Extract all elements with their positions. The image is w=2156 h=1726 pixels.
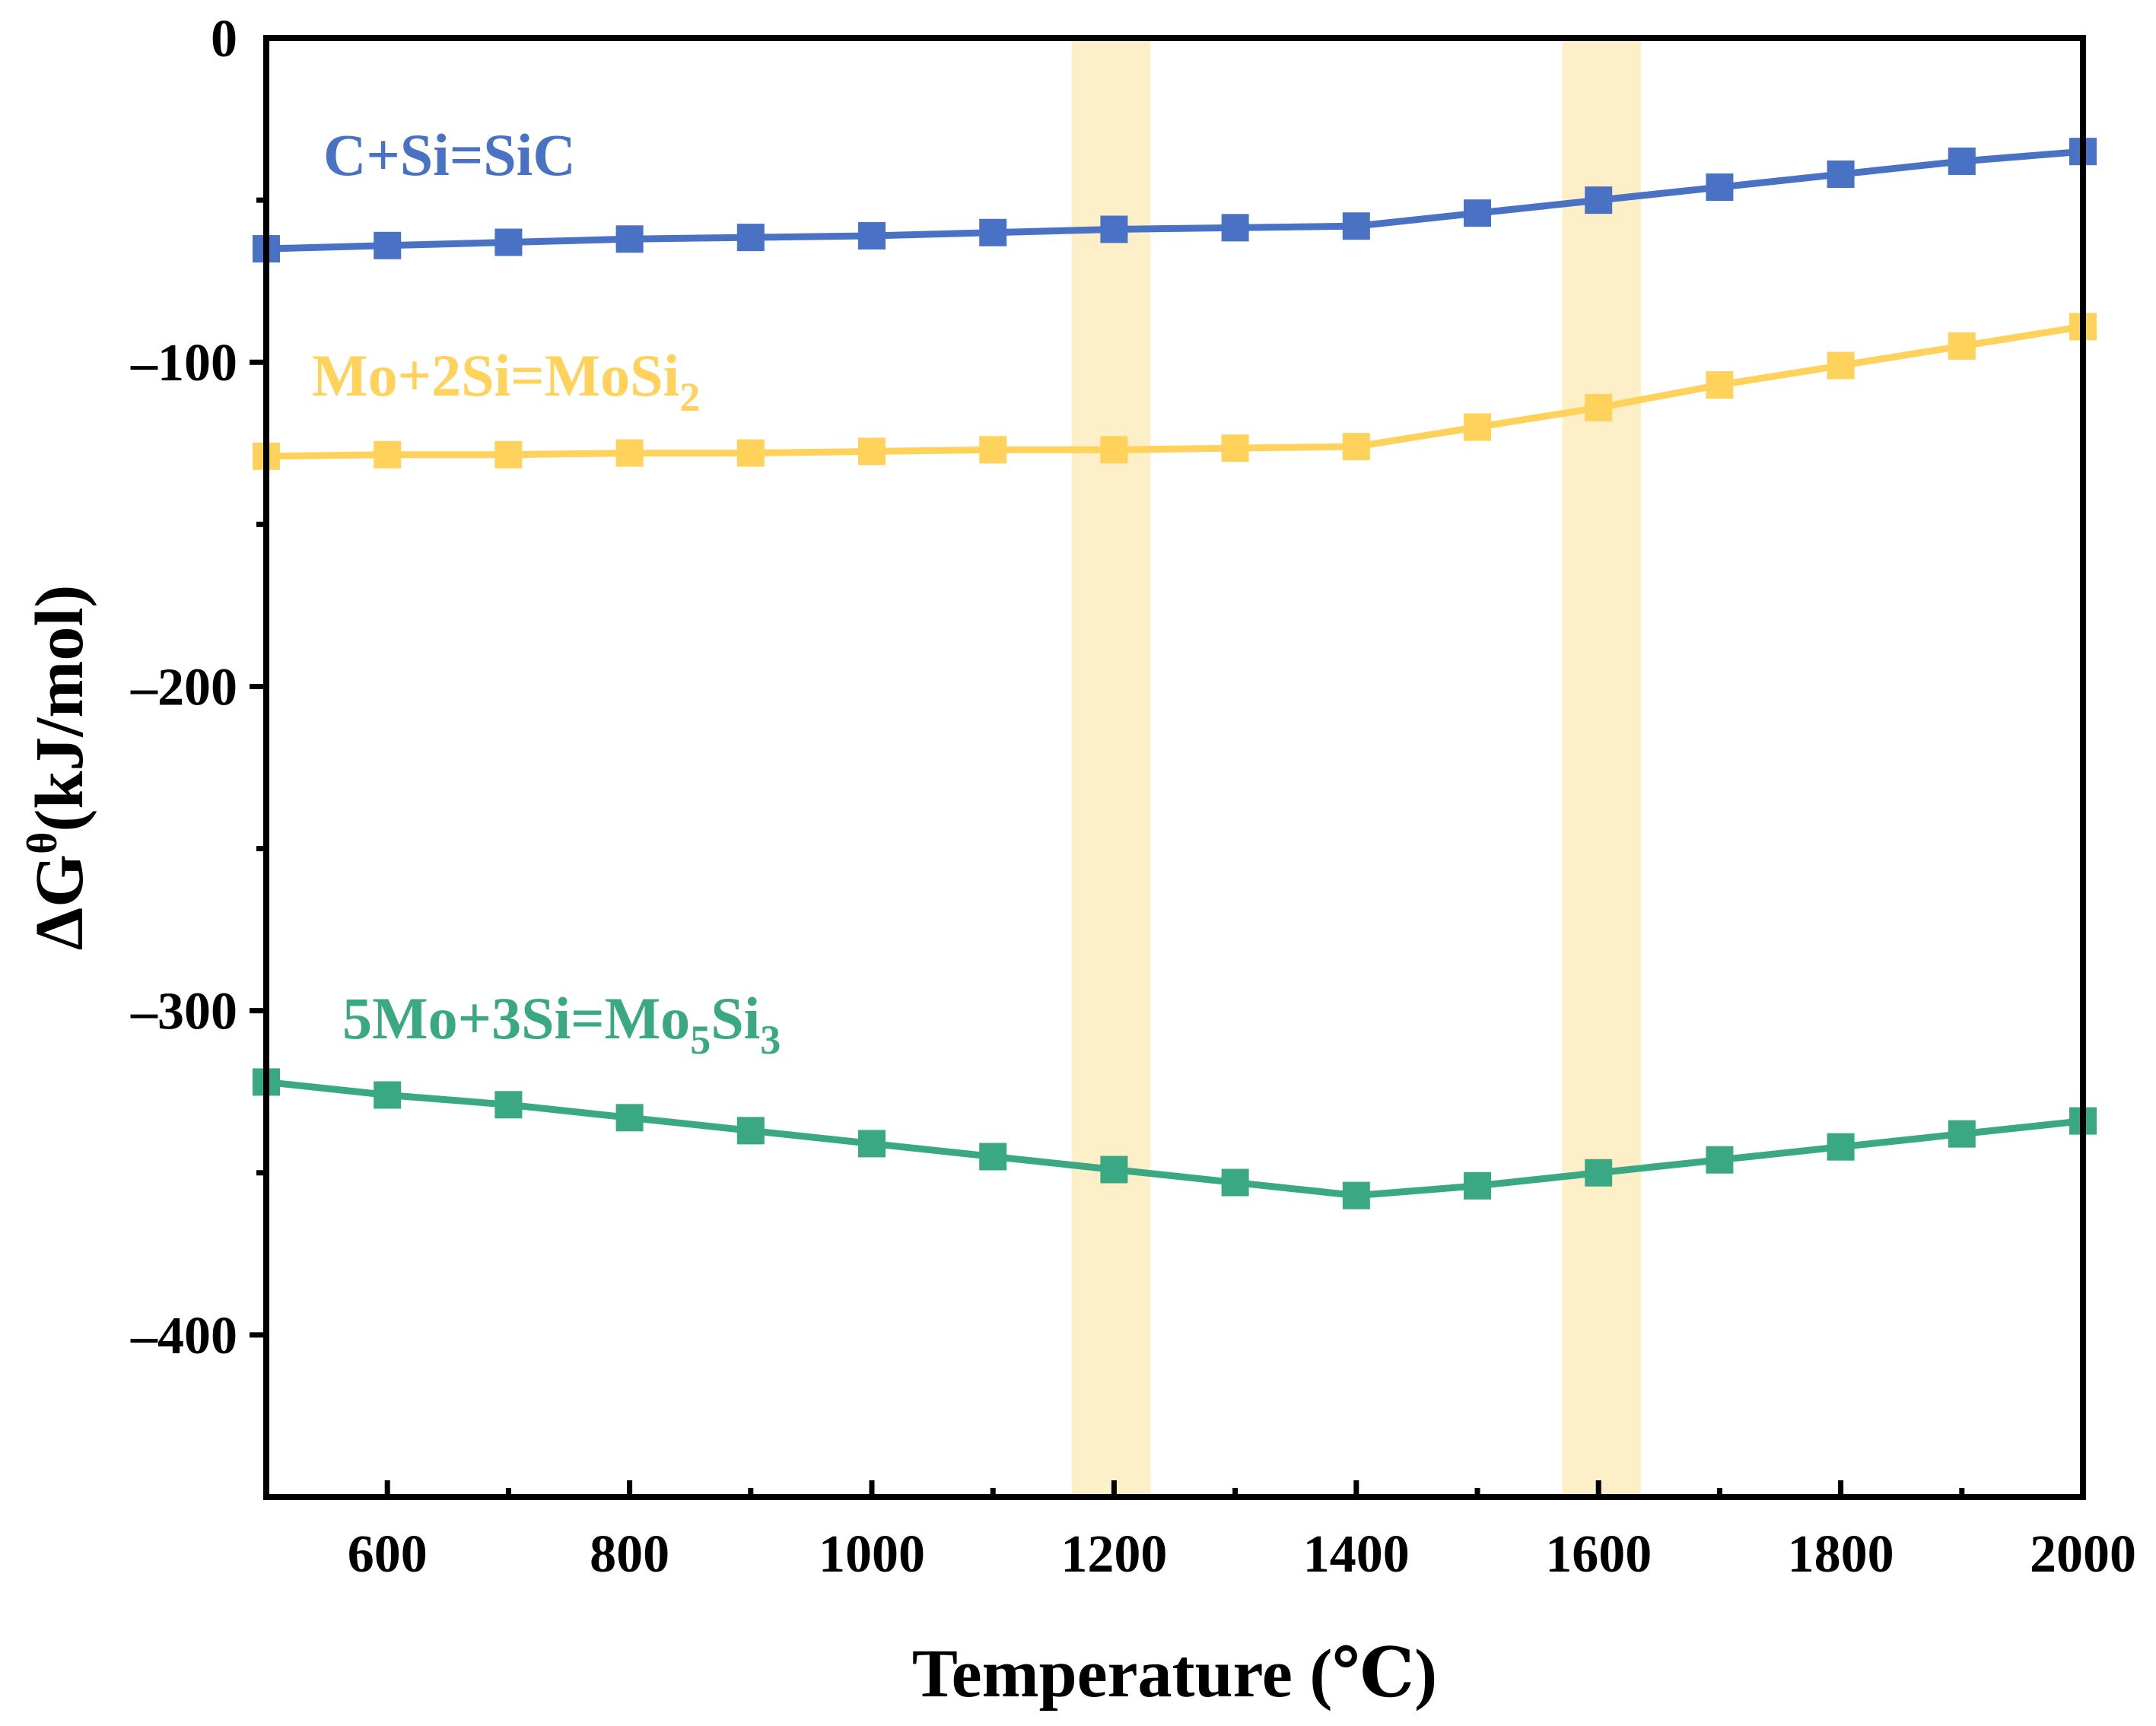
x-tick-label-800: 800 xyxy=(590,1525,669,1584)
series-1-point-900 xyxy=(736,224,765,252)
series-1-point-1100 xyxy=(979,218,1007,246)
series-markers xyxy=(253,138,2097,1209)
series-1-point-1400 xyxy=(1342,212,1370,240)
y-tick-label-200: –200 xyxy=(130,658,237,717)
series-3-point-1600 xyxy=(1585,1159,1613,1187)
series-1-point-1200 xyxy=(1100,215,1128,243)
series-lines xyxy=(266,148,2084,1200)
series-1-point-600 xyxy=(374,231,402,259)
series-2-point-1300 xyxy=(1221,434,1249,462)
series-1-point-1800 xyxy=(1827,161,1855,189)
series-2-point-700 xyxy=(494,440,523,469)
series-2-point-1000 xyxy=(858,437,886,466)
highlight-bands xyxy=(1071,38,1641,1497)
series-1-point-1300 xyxy=(1221,214,1249,242)
series-3-point-600 xyxy=(374,1081,402,1109)
plot-frame xyxy=(263,35,2086,1500)
series-3-point-1400 xyxy=(1342,1181,1370,1209)
series-3-point-1300 xyxy=(1221,1168,1249,1197)
series-1-point-700 xyxy=(494,228,523,256)
x-tick-label-2000: 2000 xyxy=(2030,1525,2136,1584)
series-line-1 xyxy=(266,148,2084,253)
series-2-point-900 xyxy=(736,439,765,467)
highlight-band-2 xyxy=(1562,38,1641,1497)
y-tick-label-300: –300 xyxy=(130,983,237,1041)
series-2-point-1900 xyxy=(1948,332,1976,360)
series-2-point-1800 xyxy=(1827,351,1855,380)
x-axis-ticks: 600 800 1000 1200 1400 1600 1800 2000 xyxy=(348,1480,2136,1584)
y-tick-label-400: –400 xyxy=(130,1307,237,1365)
y-tick-label-100: –100 xyxy=(130,334,237,393)
y-axis-title-unit: (kJ/mol) xyxy=(22,585,97,832)
series-1-point-1600 xyxy=(1585,186,1613,215)
series-1-point-1900 xyxy=(1948,147,1976,175)
series-2-point-1700 xyxy=(1706,371,1734,399)
series-3-point-1000 xyxy=(858,1130,886,1158)
series-2-point-1200 xyxy=(1100,436,1128,464)
x-axis-title: Temperature (℃) xyxy=(912,1636,1437,1712)
series-3-point-800 xyxy=(615,1104,644,1132)
series-2-point-1500 xyxy=(1464,413,1491,441)
x-tick-label-1600: 1600 xyxy=(1545,1525,1652,1584)
series-2-point-1100 xyxy=(979,436,1007,464)
series-2-point-800 xyxy=(615,439,644,467)
x-tick-label-600: 600 xyxy=(348,1525,428,1584)
series-2-point-1600 xyxy=(1585,393,1613,421)
series-1-point-800 xyxy=(615,225,644,253)
series-3-point-1900 xyxy=(1948,1120,1976,1148)
series-line-3 xyxy=(266,1078,2084,1200)
series-labels: C+Si=SiC Mo+2Si=MoSi2 5Mo+3Si=Mo5Si3 xyxy=(312,122,781,1063)
series-label-2: Mo+2Si=MoSi2 xyxy=(312,342,700,420)
series-1-point-1700 xyxy=(1706,173,1734,202)
series-1-point-1000 xyxy=(858,221,886,250)
series-2-point-600 xyxy=(374,440,402,469)
series-label-1: C+Si=SiC xyxy=(323,122,576,188)
y-axis-ticks: 0 –100 –200 –300 –400 xyxy=(130,10,266,1365)
x-tick-label-1800: 1800 xyxy=(1788,1525,1894,1584)
series-2-point-1400 xyxy=(1342,433,1370,461)
highlight-band-1 xyxy=(1071,38,1151,1497)
series-3-point-700 xyxy=(494,1091,523,1119)
series-label-3: 5Mo+3Si=Mo5Si3 xyxy=(342,985,781,1063)
y-tick-label-0: 0 xyxy=(211,10,237,68)
y-axis-title-main: ΔG xyxy=(22,854,97,950)
series-line-2 xyxy=(266,323,2084,460)
y-axis-title-sup: θ xyxy=(19,832,66,854)
series-3-point-1800 xyxy=(1827,1133,1855,1161)
series-3-point-1700 xyxy=(1706,1146,1734,1174)
series-3-point-1100 xyxy=(979,1143,1007,1171)
x-tick-label-1000: 1000 xyxy=(819,1525,925,1584)
y-axis-title: ΔGθ(kJ/mol) xyxy=(19,585,97,951)
x-tick-label-1400: 1400 xyxy=(1303,1525,1410,1584)
x-tick-label-1200: 1200 xyxy=(1061,1525,1167,1584)
series-3-point-900 xyxy=(736,1117,765,1145)
series-3-point-1500 xyxy=(1464,1171,1491,1200)
series-3-point-1200 xyxy=(1100,1155,1128,1184)
series-1-point-1500 xyxy=(1464,199,1491,227)
